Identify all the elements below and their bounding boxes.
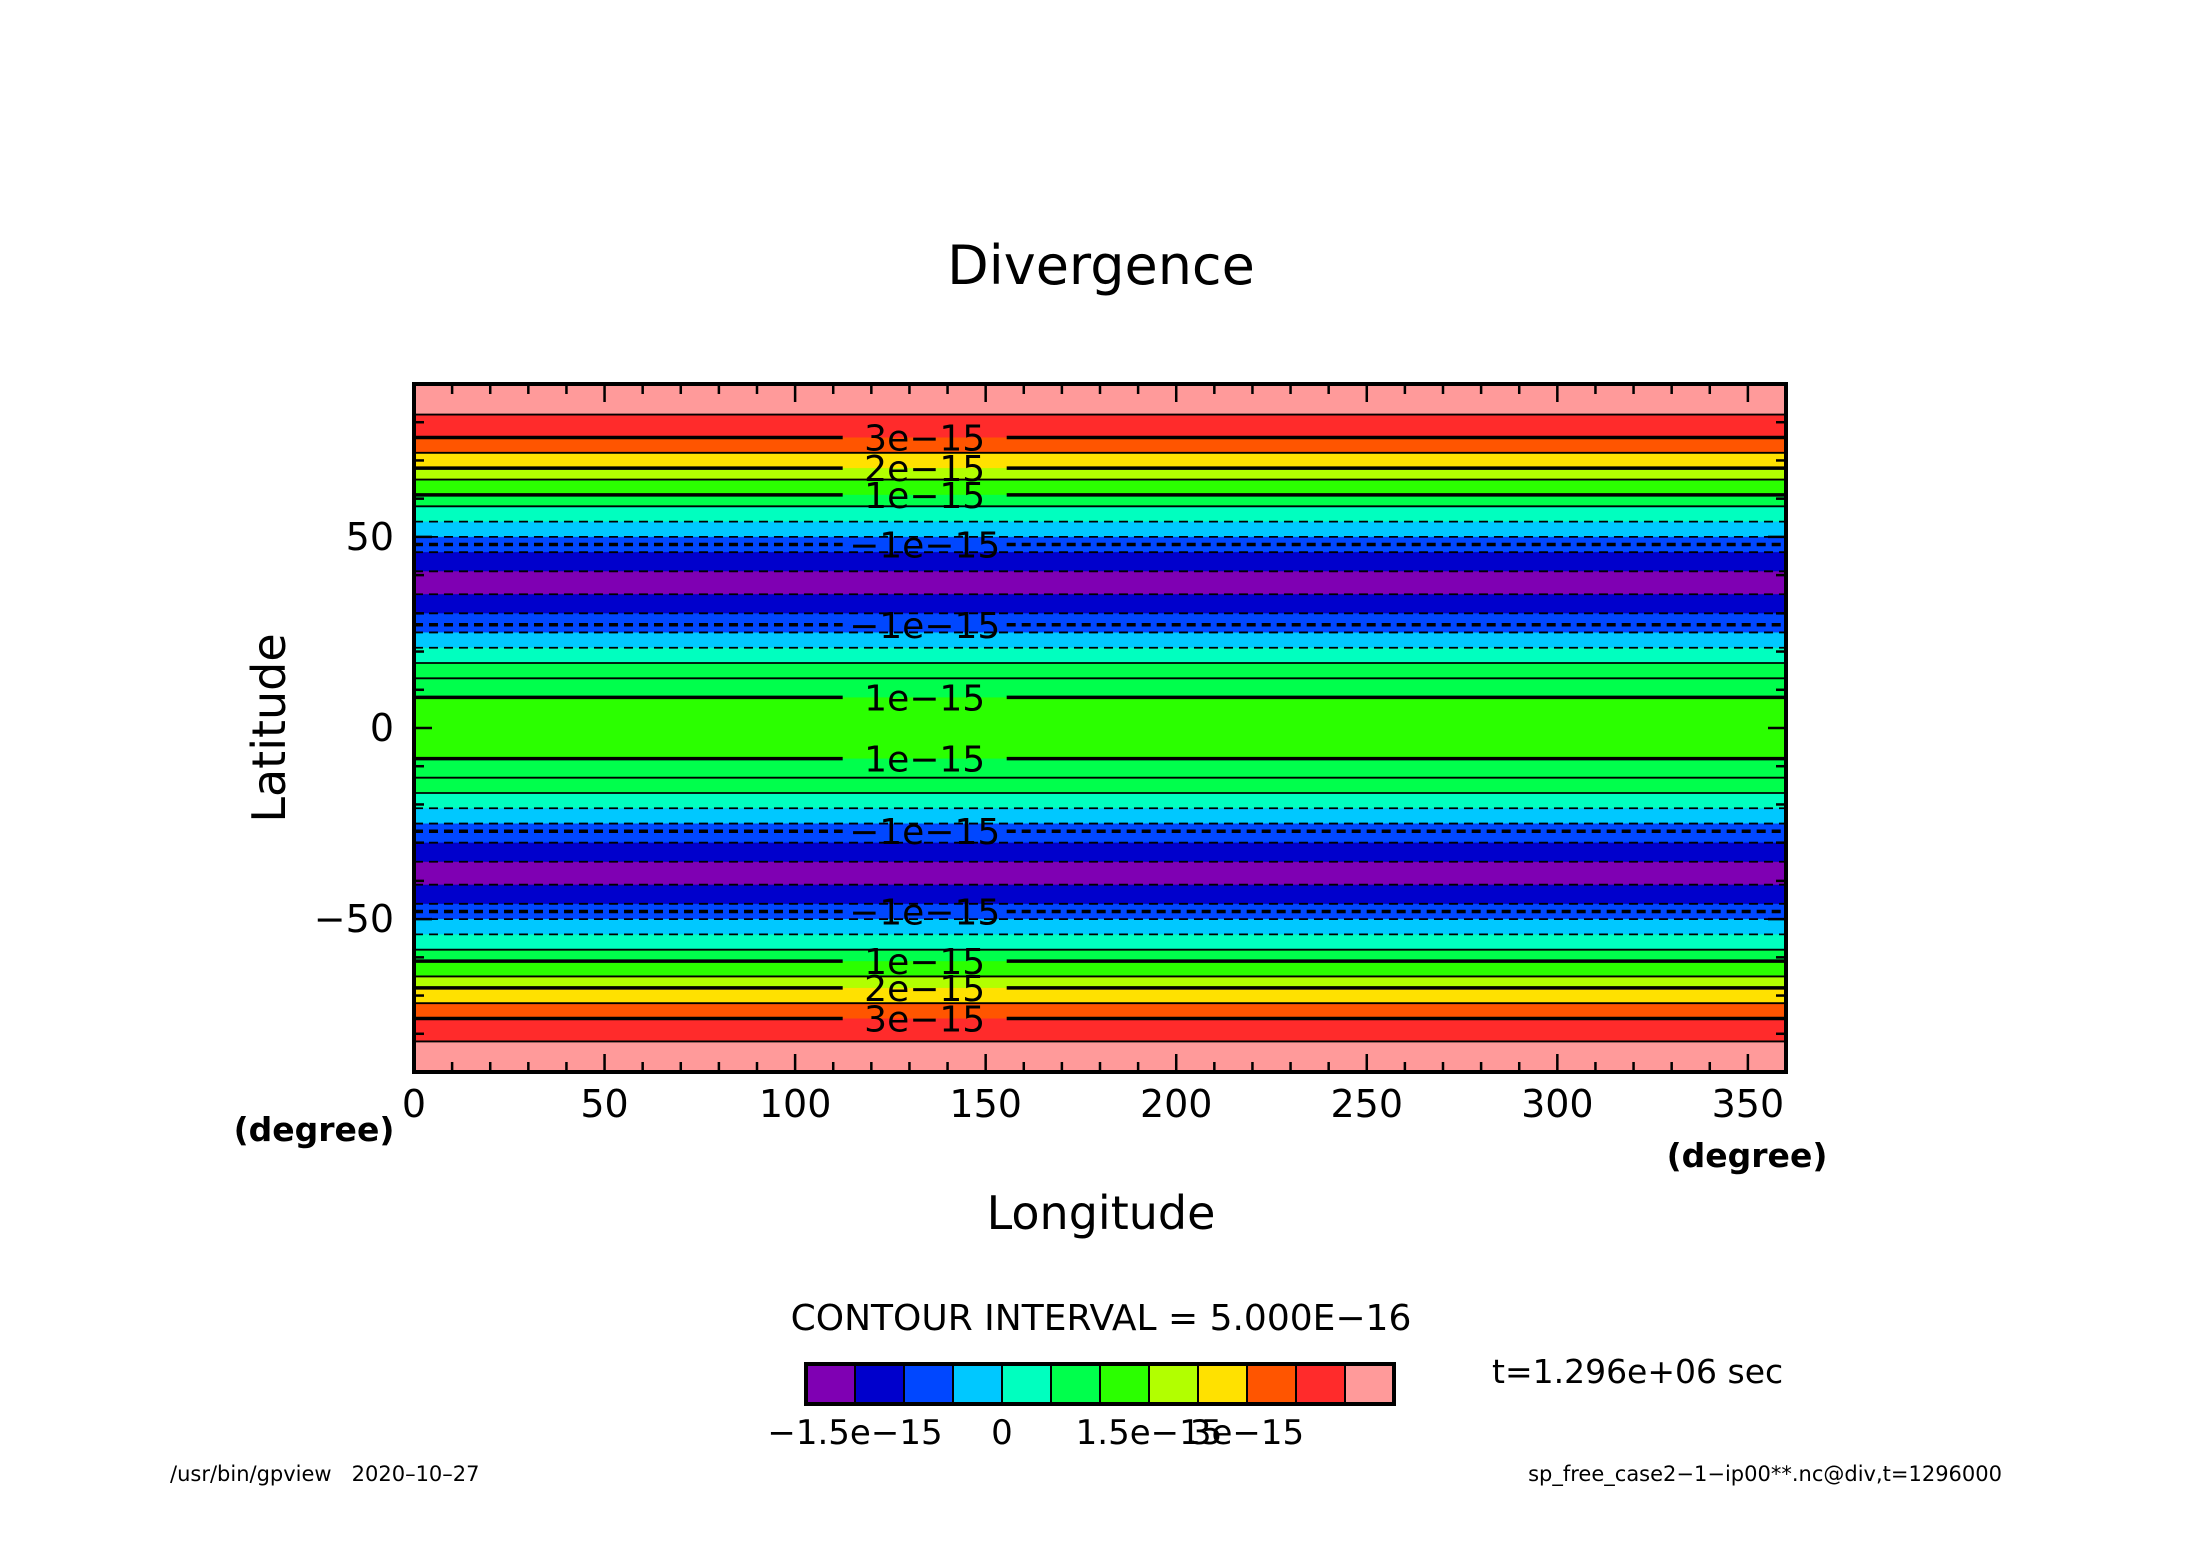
band-29 [414,961,1786,977]
band-24 [414,884,1786,905]
footer-left: /usr/bin/gpview 2020–10–27 [170,1462,480,1486]
x-tick-label: 50 [580,1082,628,1126]
colorbar-swatch [903,1363,954,1405]
colorbar-swatch [1001,1363,1052,1405]
colorbar-swatch [1344,1363,1395,1405]
band-19 [414,792,1786,809]
contour-label-1: 3e−15 [864,419,985,460]
contour-label-9: −1e−15 [849,526,1000,567]
colorbar-swatch [1246,1363,1297,1405]
contour-label-14: −1e−15 [849,606,1000,647]
y-tick-label: −50 [314,897,394,941]
x-axis-title: Longitude [987,1186,1216,1240]
band-28 [414,949,1786,962]
y-tick-labels: −50 0 50 [314,515,394,941]
band-17 [414,697,1786,760]
x-unit-label: (degree) [234,1110,395,1149]
x-tick-label: 350 [1712,1082,1785,1126]
colorbar-swatch [1099,1363,1150,1405]
time-label: t=1.296e+06 sec [1492,1352,1783,1391]
band-12 [414,594,1786,614]
colorbar-tick-label: 1.5e−15 [1076,1413,1223,1453]
band-27 [414,934,1786,951]
x-tick-label: 100 [759,1082,832,1126]
chart-title: Divergence [947,234,1255,297]
plot-area: 3e−152e−151e−15−1e−15−1e−151e−151e−15−1e… [412,382,1788,1074]
band-30 [414,976,1786,989]
contour-interval-label: CONTOUR INTERVAL = 5.000E−16 [791,1298,1412,1339]
colorbar-tick-label: 0 [991,1413,1013,1453]
colorbar-swatch [1050,1363,1101,1405]
colorbar-frame [804,1362,1396,1406]
plot-frame [412,382,1788,1074]
contour-label-30: −1e−15 [849,892,1000,933]
band-14 [414,632,1786,649]
contour-label-3: 2e−15 [864,449,985,490]
band-4 [414,468,1786,481]
band-23 [414,861,1786,886]
contour-label-34: 1e−15 [864,942,985,983]
x-tick-label: 200 [1140,1082,1213,1126]
y-tick-label: 50 [346,515,394,559]
band-7 [414,506,1786,523]
x-tick-label: 250 [1331,1082,1404,1126]
band-20 [414,808,1786,825]
band-22 [414,842,1786,863]
colorbar-tick-label: −1.5e−15 [767,1413,942,1453]
band-1 [414,414,1786,439]
band-18 [414,758,1786,794]
y-axis-title: Latitude [242,633,296,822]
colorbar-swatch [952,1363,1003,1405]
band-3 [414,452,1786,469]
band-32 [414,1003,1786,1019]
colorbar-tick-label: 3e−15 [1190,1413,1304,1453]
contour-label-20: 1e−15 [864,740,985,781]
x-tick-labels: 0 50 100 150 200 250 300 350 [402,1082,1784,1126]
contour-label-36: 2e−15 [864,969,985,1010]
contour-label-25: −1e−15 [849,812,1000,853]
x-tick-label: 150 [949,1082,1022,1126]
band-6 [414,494,1786,507]
contour-labels-layer: 3e−152e−151e−15−1e−15−1e−151e−151e−15−1e… [849,419,1000,1041]
band-16 [414,663,1786,698]
x-tick-label: 0 [402,1082,426,1126]
colorbar-swatch [1295,1363,1346,1405]
contours-layer [414,413,1786,1043]
colorbar-swatch [1197,1363,1248,1405]
band-31 [414,987,1786,1004]
colorbar-swatch [805,1363,856,1405]
band-11 [414,571,1786,595]
x-tick-label: 300 [1521,1082,1594,1126]
band-2 [414,437,1786,454]
colorbar-swatch [854,1363,905,1405]
y-unit-label: (degree) [1667,1136,1828,1175]
contour-label-5: 1e−15 [864,476,985,517]
bands-layer [414,384,1786,1073]
band-5 [414,479,1786,496]
band-15 [414,647,1786,664]
band-21 [414,823,1786,844]
band-33 [414,1018,1786,1042]
y-tick-label: 0 [370,706,394,750]
band-26 [414,919,1786,935]
band-10 [414,552,1786,572]
colorbar-swatch [1148,1363,1199,1405]
footer-right: sp_free_case2−1−ip00**.nc@div,t=1296000 [1528,1462,2002,1487]
band-8 [414,521,1786,538]
colorbar [804,1362,1396,1406]
contour-label-19: 1e−15 [864,678,985,719]
contour-label-38: 3e−15 [864,999,985,1040]
